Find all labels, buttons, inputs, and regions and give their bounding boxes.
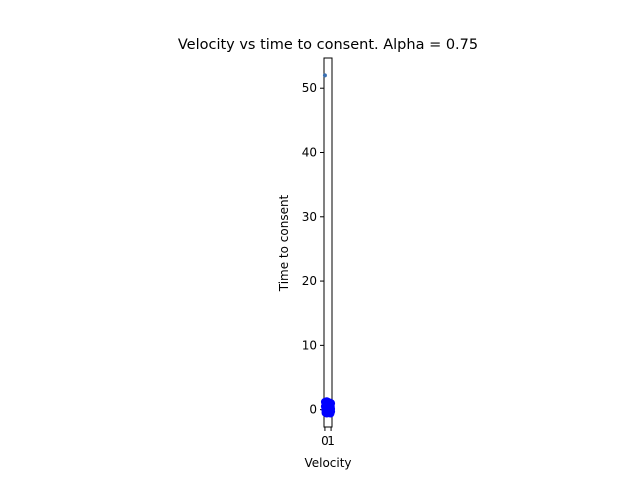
y-tick-label: 0	[309, 403, 317, 417]
x-axis: 01	[321, 427, 335, 448]
y-tick-label: 10	[302, 338, 317, 352]
data-points	[320, 73, 336, 418]
y-axis: 0 10 20 30 40 50	[302, 81, 324, 417]
plot-frame	[323, 57, 333, 428]
x-axis-label: Velocity	[304, 456, 351, 470]
data-point	[322, 73, 327, 78]
y-tick-label: 50	[302, 81, 317, 95]
y-axis-label: Time to consent	[277, 194, 291, 292]
data-point	[327, 407, 336, 416]
chart-title: Velocity vs time to consent. Alpha = 0.7…	[178, 37, 478, 53]
y-tick-label: 20	[302, 274, 317, 288]
y-tick-label: 40	[302, 146, 317, 160]
y-tick-label: 30	[302, 210, 317, 224]
x-tick-label: 0	[321, 434, 329, 448]
x-tick-label: 1	[327, 434, 335, 448]
